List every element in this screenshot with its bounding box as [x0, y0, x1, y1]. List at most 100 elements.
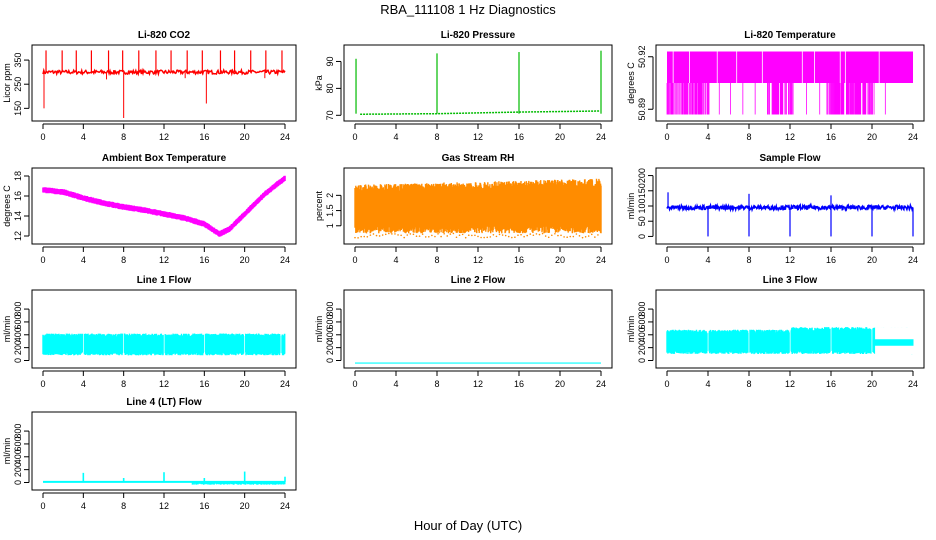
- series-point: [357, 237, 359, 239]
- x-tick-label: 0: [40, 501, 45, 511]
- series-point: [495, 235, 498, 238]
- series-point: [597, 234, 599, 236]
- panel-title: Li-820 Pressure: [441, 30, 516, 41]
- y-tick-label: 600: [637, 314, 647, 329]
- x-axis-caption: Hour of Day (UTC): [413, 518, 523, 533]
- x-tick-label: 8: [434, 379, 439, 389]
- x-tick-label: 4: [81, 255, 86, 265]
- series-band: [191, 481, 286, 485]
- series-point: [544, 235, 547, 237]
- y-tick-label: 50: [637, 216, 647, 226]
- y-tick-label: 200: [637, 168, 647, 183]
- series-band: [42, 333, 286, 356]
- x-tick-label: 0: [664, 255, 669, 265]
- y-axis-label: Licor ppm: [2, 63, 12, 103]
- y-tick-label: 0: [637, 234, 647, 239]
- panel-title: Ambient Box Temperature: [102, 153, 227, 164]
- panel-line1: Line 1 Flow 0 4 8 12 16 20 24 0 200400600800ml/mi…: [2, 275, 297, 389]
- y-axis-label: ml/min: [2, 438, 12, 465]
- series-point: [369, 234, 372, 236]
- panel-title: Sample Flow: [759, 153, 820, 164]
- series-point: [461, 233, 464, 236]
- series-point: [360, 235, 362, 238]
- x-tick-label: 0: [352, 132, 357, 142]
- x-tick-label: 16: [199, 379, 209, 389]
- series-point: [551, 234, 553, 237]
- x-tick-label: 0: [40, 132, 45, 142]
- series-point: [431, 234, 433, 237]
- x-tick-label: 8: [121, 132, 126, 142]
- y-tick-label: 600: [13, 436, 23, 451]
- y-axis-label: kPa: [314, 75, 324, 91]
- x-tick-label: 12: [159, 132, 169, 142]
- series-co2: [42, 50, 286, 118]
- x-tick-label: 0: [352, 379, 357, 389]
- x-tick-label: 16: [826, 255, 836, 265]
- series-point: [584, 235, 587, 238]
- x-tick-label: 0: [40, 379, 45, 389]
- panel-line2: Line 2 Flow 0 4 8 12 16 20 24 0 200400600800ml/mi…: [314, 275, 613, 389]
- series-point: [569, 235, 572, 238]
- series-point: [474, 234, 476, 237]
- panel-title: Gas Stream RH: [442, 153, 515, 164]
- y-tick-label: 400: [325, 327, 335, 342]
- y-tick-label: 200: [325, 340, 335, 355]
- x-tick-label: 4: [705, 379, 710, 389]
- x-tick-label: 20: [240, 501, 250, 511]
- x-tick-label: 16: [514, 255, 524, 265]
- x-tick-label: 24: [908, 132, 918, 142]
- panel-title: Line 3 Flow: [763, 275, 818, 286]
- series-line3: [666, 327, 917, 355]
- series-point: [434, 235, 436, 238]
- series-point: [428, 235, 430, 238]
- y-axis-label: ml/min: [626, 193, 636, 220]
- y-tick-label: 50.89: [637, 98, 647, 121]
- x-tick-label: 24: [596, 132, 606, 142]
- y-tick-label: 150: [13, 101, 23, 116]
- x-tick-label: 12: [785, 132, 795, 142]
- y-tick-label: 800: [325, 302, 335, 317]
- plot-frame: [655, 44, 925, 122]
- series-point: [489, 236, 492, 238]
- y-tick-label: 1: [325, 223, 335, 228]
- y-axis-label: ml/min: [626, 316, 636, 343]
- x-tick-label: 4: [81, 132, 86, 142]
- x-tick-label: 24: [280, 132, 290, 142]
- series-point: [464, 236, 467, 239]
- x-tick-label: 12: [159, 255, 169, 265]
- x-tick-label: 8: [746, 255, 751, 265]
- y-tick-label: 0: [13, 358, 23, 363]
- y-tick-label: 800: [637, 302, 647, 317]
- y-axis-label: ml/min: [314, 316, 324, 343]
- y-tick-label: 150: [637, 183, 647, 198]
- series-point: [566, 236, 568, 239]
- x-tick-label: 20: [240, 132, 250, 142]
- series-line: [360, 110, 600, 115]
- series-point: [446, 235, 449, 237]
- x-tick-label: 20: [555, 132, 565, 142]
- series-band: [667, 51, 913, 83]
- y-tick-label: 400: [13, 449, 23, 464]
- y-tick-label: 800: [13, 302, 23, 317]
- series-point: [437, 233, 439, 235]
- series-point: [501, 234, 504, 236]
- series-point: [514, 236, 516, 239]
- x-tick-label: 20: [555, 379, 565, 389]
- series-point: [547, 236, 550, 239]
- y-tick-label: 200: [13, 340, 23, 355]
- plot-frame: [31, 289, 297, 369]
- x-tick-label: 4: [81, 501, 86, 511]
- y-axis-label: ml/min: [2, 316, 12, 343]
- series-point: [409, 233, 412, 235]
- series-point: [388, 232, 390, 235]
- series-pressure: [355, 50, 602, 115]
- series-point: [594, 236, 596, 238]
- x-tick-label: 12: [785, 379, 795, 389]
- plot-frame: [343, 44, 613, 122]
- x-tick-label: 4: [393, 379, 398, 389]
- series-band: [354, 178, 602, 234]
- x-tick-label: 20: [867, 255, 877, 265]
- series-line1: [42, 333, 286, 356]
